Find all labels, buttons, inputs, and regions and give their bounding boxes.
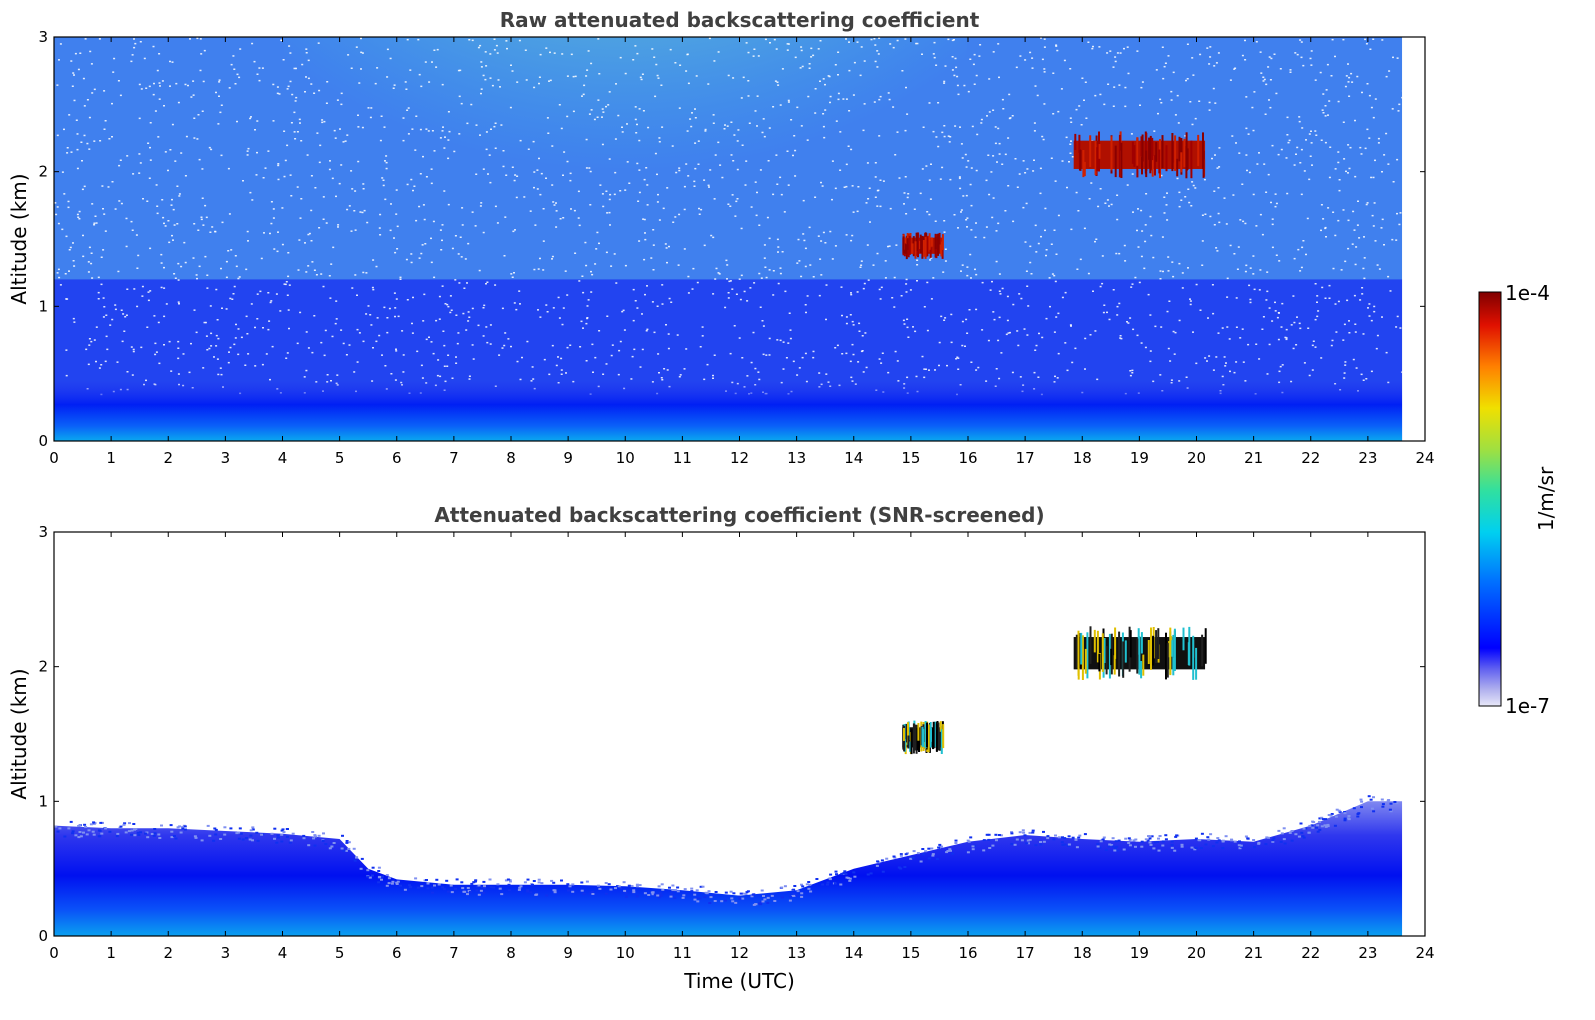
panel-1: 0 1 2 3 4 5 6 7 8 9 10 11 12 13 14 15 16 17 18 19 20 21 22 23 24… xyxy=(7,8,1435,467)
boundary-layer-edge xyxy=(54,795,1399,906)
x-tick-label: 21 xyxy=(1244,449,1263,467)
x-tick-label: 1 xyxy=(106,944,116,962)
y-tick-label: 2 xyxy=(38,658,48,676)
x-tick-label: 9 xyxy=(563,944,573,962)
x-tick-label: 14 xyxy=(844,944,863,962)
x-tick-label: 20 xyxy=(1187,944,1206,962)
data-field xyxy=(54,37,1403,441)
y-axis-label: Altitude (km) xyxy=(7,668,31,799)
surface-layer xyxy=(54,380,1403,441)
x-tick-label: 19 xyxy=(1130,944,1149,962)
data-field xyxy=(54,626,1403,936)
x-tick-label: 17 xyxy=(1016,944,1035,962)
x-tick-label: 15 xyxy=(901,944,920,962)
boundary-layer xyxy=(54,801,1403,936)
y-tick-label: 0 xyxy=(38,927,48,945)
x-tick-label: 7 xyxy=(449,449,459,467)
x-tick-label: 0 xyxy=(49,449,59,467)
x-tick-label: 24 xyxy=(1415,449,1434,467)
y-tick-label: 3 xyxy=(38,523,48,541)
x-tick-label: 18 xyxy=(1073,449,1092,467)
cloud-1 xyxy=(1073,626,1207,680)
x-tick-label: 15 xyxy=(901,449,920,467)
x-tick-label: 0 xyxy=(49,944,59,962)
y-tick-label: 1 xyxy=(38,792,48,810)
colorbar-max-label: 1e-4 xyxy=(1505,281,1550,305)
x-tick-label: 2 xyxy=(163,944,173,962)
colorbar-units-label: 1/m/sr xyxy=(1534,466,1558,531)
colorbar-min-label: 1e-7 xyxy=(1505,694,1550,718)
colorbar-scale xyxy=(1478,291,1502,707)
x-tick-label: 6 xyxy=(392,449,402,467)
x-tick-label: 13 xyxy=(787,449,806,467)
x-tick-label: 4 xyxy=(278,944,288,962)
x-tick-label: 22 xyxy=(1301,449,1320,467)
x-tick-label: 23 xyxy=(1358,944,1377,962)
x-tick-label: 10 xyxy=(616,944,635,962)
x-tick-label: 18 xyxy=(1073,944,1092,962)
cloud-2 xyxy=(902,232,944,260)
x-tick-label: 11 xyxy=(673,449,692,467)
y-tick-label: 0 xyxy=(38,432,48,450)
x-tick-label: 22 xyxy=(1301,944,1320,962)
x-tick-label: 21 xyxy=(1244,944,1263,962)
x-tick-label: 20 xyxy=(1187,449,1206,467)
x-tick-label: 16 xyxy=(958,944,977,962)
x-axis-label: Time (UTC) xyxy=(683,969,795,993)
x-tick-label: 24 xyxy=(1415,944,1434,962)
x-tick-label: 23 xyxy=(1358,449,1377,467)
x-tick-label: 10 xyxy=(616,449,635,467)
x-tick-label: 14 xyxy=(844,449,863,467)
x-tick-label: 4 xyxy=(278,449,288,467)
x-tick-label: 17 xyxy=(1016,449,1035,467)
x-tick-label: 19 xyxy=(1130,449,1149,467)
x-tick-label: 12 xyxy=(730,449,749,467)
noise-speckle xyxy=(54,37,1403,396)
y-tick-label: 2 xyxy=(38,163,48,181)
x-tick-label: 2 xyxy=(163,449,173,467)
panel-2: 0 1 2 3 4 5 6 7 8 9 10 11 12 13 14 15 16 17 18 19 20 21 22 23 24… xyxy=(7,503,1435,993)
x-tick-label: 1 xyxy=(106,449,116,467)
y-tick-label: 3 xyxy=(38,28,48,46)
x-tick-label: 3 xyxy=(221,944,231,962)
x-tick-label: 11 xyxy=(673,944,692,962)
cloud-2 xyxy=(902,720,945,755)
panel-title: Attenuated backscattering coefficient (S… xyxy=(434,503,1044,527)
x-tick-label: 7 xyxy=(449,944,459,962)
panel-title: Raw attenuated backscattering coefficien… xyxy=(500,8,980,32)
x-tick-label: 13 xyxy=(787,944,806,962)
cloud-1 xyxy=(1073,131,1206,179)
x-tick-label: 6 xyxy=(392,944,402,962)
y-tick-label: 1 xyxy=(38,297,48,315)
y-axis-label: Altitude (km) xyxy=(7,173,31,304)
x-tick-label: 8 xyxy=(506,944,516,962)
x-tick-label: 3 xyxy=(221,449,231,467)
x-tick-label: 5 xyxy=(335,944,345,962)
x-tick-label: 9 xyxy=(563,449,573,467)
x-tick-label: 16 xyxy=(958,449,977,467)
x-tick-label: 8 xyxy=(506,449,516,467)
x-tick-label: 12 xyxy=(730,944,749,962)
x-tick-label: 5 xyxy=(335,449,345,467)
